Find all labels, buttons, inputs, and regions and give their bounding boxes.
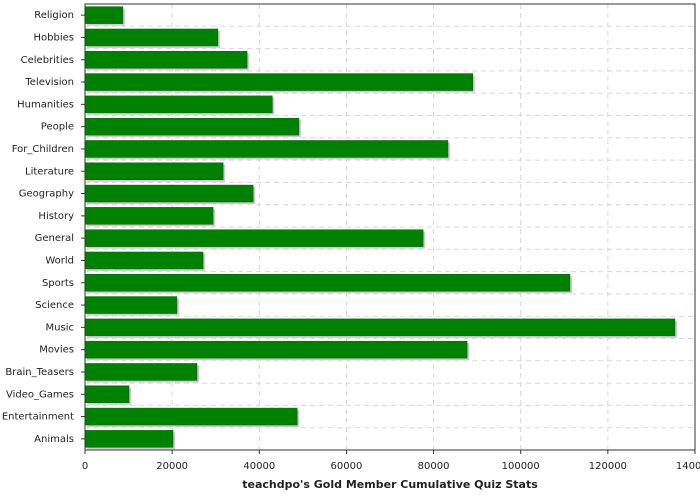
- y-tick-label: Movies: [39, 345, 74, 356]
- bar: [84, 296, 178, 314]
- y-tick-label: Science: [35, 300, 74, 311]
- x-tick-label: 60000: [331, 461, 363, 472]
- bar: [84, 407, 298, 426]
- y-tick-label: History: [38, 211, 74, 222]
- bar: [84, 229, 424, 247]
- bar: [84, 184, 254, 203]
- bar: [84, 73, 474, 91]
- bar: [84, 162, 224, 180]
- y-tick-label: World: [45, 255, 74, 266]
- x-tick-label: 80000: [418, 461, 450, 472]
- plot-frame: [84, 3, 696, 451]
- bar: [84, 140, 449, 158]
- x-tick-label: 40000: [243, 461, 275, 472]
- bar: [84, 95, 273, 114]
- y-tick-label: Television: [24, 77, 74, 88]
- y-tick-label: Animals: [34, 434, 74, 445]
- y-tick-label: Hobbies: [34, 32, 74, 43]
- y-tick-label: Brain_Teasers: [5, 367, 74, 378]
- bar: [84, 363, 198, 381]
- y-tick-label: People: [41, 122, 74, 133]
- y-tick-label: Sports: [42, 278, 74, 289]
- y-tick-label: Humanities: [17, 99, 74, 110]
- x-tick-label: 0: [82, 461, 88, 472]
- y-tick-label: Literature: [25, 166, 74, 177]
- x-tick-label: 100000: [502, 461, 540, 472]
- bar: [84, 340, 468, 359]
- y-tick-label: Video_Games: [6, 389, 74, 400]
- bar: [84, 430, 174, 448]
- y-tick-label: For_Children: [12, 144, 74, 155]
- y-tick-label: Celebrities: [21, 55, 74, 66]
- y-tick-label: Entertainment: [2, 412, 74, 423]
- y-tick-label: Music: [46, 322, 74, 333]
- x-tick-label: 120000: [589, 461, 627, 472]
- bar: [84, 274, 571, 292]
- x-tick-label: 140000: [676, 461, 700, 472]
- y-tick-label: Religion: [34, 10, 74, 21]
- bar: [84, 117, 300, 136]
- y-tick-label: General: [35, 233, 74, 244]
- bar: [84, 28, 219, 47]
- bar: [84, 318, 676, 337]
- bar: [84, 51, 248, 69]
- bar: [84, 385, 130, 403]
- bar: [84, 6, 124, 24]
- bar: [84, 251, 204, 270]
- x-axis-label: teachdpo's Gold Member Cumulative Quiz S…: [242, 478, 538, 491]
- y-tick-label: Geography: [19, 189, 74, 200]
- x-tick-label: 20000: [156, 461, 188, 472]
- bar: [84, 207, 214, 225]
